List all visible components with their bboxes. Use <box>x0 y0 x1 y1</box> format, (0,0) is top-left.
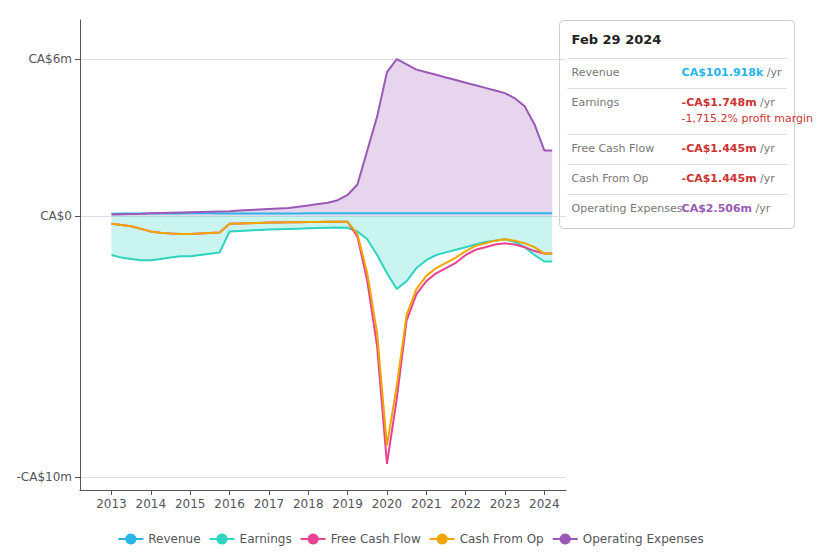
svg-text:2020: 2020 <box>372 497 403 511</box>
svg-text:2015: 2015 <box>175 497 206 511</box>
svg-text:2023: 2023 <box>490 497 521 511</box>
svg-text:2022: 2022 <box>450 497 481 511</box>
svg-text:CA$0: CA$0 <box>40 209 72 223</box>
svg-text:Revenue: Revenue <box>148 532 200 546</box>
svg-text:2017: 2017 <box>254 497 285 511</box>
svg-text:Feb 29 2024: Feb 29 2024 <box>572 32 662 47</box>
svg-text:Free Cash Flow: Free Cash Flow <box>572 142 655 155</box>
svg-text:-CA$10m: -CA$10m <box>16 470 72 484</box>
svg-text:-CA$1.445m: -CA$1.445m <box>682 142 757 155</box>
svg-text:/yr: /yr <box>752 202 771 215</box>
svg-text:-CA$1.445m: -CA$1.445m <box>682 172 757 185</box>
svg-text:2021: 2021 <box>411 497 442 511</box>
svg-text:Earnings: Earnings <box>240 532 292 546</box>
svg-text:2014: 2014 <box>136 497 167 511</box>
svg-text:Cash From Op: Cash From Op <box>460 532 544 546</box>
svg-text:2019: 2019 <box>332 497 363 511</box>
svg-text:Revenue: Revenue <box>572 66 620 79</box>
svg-text:/yr: /yr <box>757 172 776 185</box>
svg-text:/yr: /yr <box>757 96 776 109</box>
svg-text:2018: 2018 <box>293 497 324 511</box>
svg-text:CA$101.918k: CA$101.918k <box>682 66 764 79</box>
svg-text:Operating Expenses: Operating Expenses <box>572 202 683 215</box>
svg-text:Operating Expenses: Operating Expenses <box>583 532 704 546</box>
svg-text:2013: 2013 <box>96 497 127 511</box>
svg-text:CA$6m: CA$6m <box>28 52 72 66</box>
svg-text:Cash From Op: Cash From Op <box>572 172 649 185</box>
svg-text:/yr: /yr <box>757 142 776 155</box>
svg-text:CA$2.506m: CA$2.506m <box>682 202 753 215</box>
svg-text:-1,715.2% profit margin: -1,715.2% profit margin <box>682 112 813 125</box>
svg-text:2016: 2016 <box>214 497 245 511</box>
svg-text:Earnings: Earnings <box>572 96 620 109</box>
svg-text:-CA$1.748m: -CA$1.748m <box>682 96 757 109</box>
svg-text:2024: 2024 <box>529 497 560 511</box>
svg-text:Free Cash Flow: Free Cash Flow <box>331 532 421 546</box>
svg-text:/yr: /yr <box>763 66 782 79</box>
